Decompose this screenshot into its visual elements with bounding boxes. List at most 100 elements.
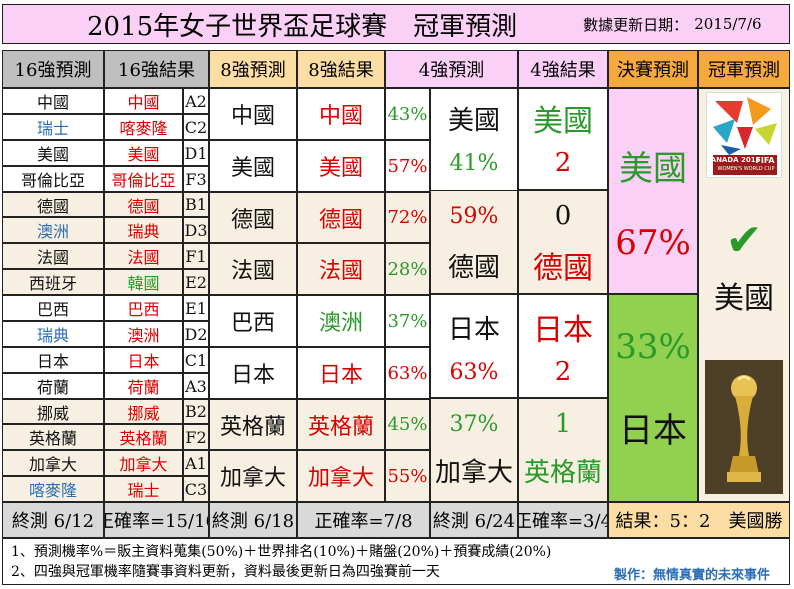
r16-pred-cell: 荷蘭: [2, 373, 104, 399]
r16-result-cell: 澳洲: [104, 321, 183, 347]
sf-2-bottom: 德國: [447, 252, 500, 283]
r16-group-code: D1: [183, 140, 209, 166]
r16-group-code: A3: [183, 373, 209, 399]
sf-result-4: [518, 398, 608, 502]
r16-result-cell: 中國: [104, 88, 183, 114]
r16-pred-cell: 加拿大: [2, 450, 104, 476]
qf-pred-cell: 巴西: [209, 295, 297, 347]
sf-result-3: [518, 294, 608, 398]
qf-pct-cell: 28%: [385, 243, 430, 295]
update-label: 數據更新日期：: [583, 15, 689, 34]
r16-result-cell: 哥倫比亞: [104, 166, 183, 192]
footer-r16-deadline: 終測 6/12: [2, 502, 104, 538]
sf-block-4: [430, 398, 518, 502]
qf-result-cell: 美國: [297, 140, 385, 192]
qf-pct-cell: 63%: [385, 347, 430, 399]
sf-4-bottom: 加拿大: [434, 457, 513, 488]
qf-pct-cell: 57%: [385, 140, 430, 192]
header-qf-pred: 8強預測: [209, 50, 297, 88]
qf-pct-cell: 72%: [385, 192, 430, 243]
sf-result-2: [518, 190, 608, 294]
r16-result-cell: 荷蘭: [104, 373, 183, 399]
r16-result-cell: 加拿大: [104, 450, 183, 476]
qf-pred-cell: 中國: [209, 88, 297, 140]
qf-result-cell: 加拿大: [297, 450, 385, 502]
r16-pred-cell: 英格蘭: [2, 424, 104, 450]
check-icon: ✔: [725, 214, 763, 266]
sf-result-2-score: 0: [554, 201, 572, 231]
note-line-2: 2、四強與冠軍機率隨賽事資料更新，資料最後更新日為四強賽前一天: [11, 563, 440, 580]
r16-pred-cell: 美國: [2, 140, 104, 166]
page-title: 2015年女子世界盃足球賽 冠軍預測: [87, 11, 518, 42]
footer-qf-deadline: 終測 6/18: [209, 502, 297, 538]
qf-pct-cell: 43%: [385, 88, 430, 140]
r16-result-cell: 挪威: [104, 399, 183, 424]
wwc-logo-sub: WOMEN'S WORLD CUP: [717, 166, 775, 172]
qf-pred-cell: 法國: [209, 243, 297, 295]
r16-result-cell: 德國: [104, 192, 183, 217]
r16-result-cell: 瑞典: [104, 217, 183, 243]
final-team-1: 美國: [619, 148, 687, 189]
title-bar: 2015年女子世界盃足球賽 冠軍預測 數據更新日期： 2015/7/6: [2, 4, 790, 44]
final-team-2: 日本: [619, 410, 687, 451]
r16-group-code: F2: [183, 424, 209, 450]
qf-pct-cell: 45%: [385, 399, 430, 450]
sf-result-3-team: 日本: [533, 313, 593, 348]
r16-result-cell: 美國: [104, 140, 183, 166]
r16-result-cell: 日本: [104, 347, 183, 373]
r16-pred-cell: 法國: [2, 243, 104, 269]
header-sf-pred: 4強預測: [385, 50, 518, 88]
header-final-pred: 決賽預測: [608, 50, 698, 88]
r16-pred-cell: 瑞士: [2, 114, 104, 140]
notes-box: 1、預測機率%＝販主資料蒐集(50%)＋世界排名(10%)＋賭盤(20%)＋預賽…: [2, 538, 790, 585]
wwc-logo-graphic: [707, 93, 781, 177]
footer-qf-accuracy: 正確率=7/8: [297, 502, 430, 538]
sf-result-1-team: 美國: [533, 104, 593, 139]
sf-3-top: 日本: [447, 314, 500, 345]
trophy-icon: [705, 360, 783, 494]
qf-result-cell: 日本: [297, 347, 385, 399]
qf-pred-cell: 美國: [209, 140, 297, 192]
r16-pred-cell: 澳洲: [2, 217, 104, 243]
qf-result-cell: 澳洲: [297, 295, 385, 347]
r16-pred-cell: 喀麥隆: [2, 476, 104, 502]
qf-pred-cell: 英格蘭: [209, 399, 297, 450]
trophy-image: [705, 360, 783, 494]
qf-result-cell: 德國: [297, 192, 385, 243]
r16-group-code: D3: [183, 217, 209, 243]
sf-result-4-score: 1: [554, 409, 572, 439]
final-block-2: [608, 294, 698, 502]
wwc-logo-org: FIFA: [755, 155, 775, 165]
r16-group-code: F3: [183, 166, 209, 192]
r16-result-cell: 巴西: [104, 295, 183, 321]
update-date: 2015/7/6: [694, 15, 762, 33]
r16-result-cell: 韓國: [104, 269, 183, 295]
footer-sf-accuracy: 正確率=3/4: [518, 502, 608, 538]
qf-result-cell: 中國: [297, 88, 385, 140]
header-sf-result: 4強結果: [518, 50, 608, 88]
footer-r16-accuracy: 正確率=15/16: [104, 502, 209, 538]
sf-1-pct: 41%: [449, 150, 499, 176]
qf-pct-cell: 37%: [385, 295, 430, 347]
champion-team: 美國: [714, 281, 774, 316]
r16-group-code: B2: [183, 399, 209, 424]
final-pct-2: 33%: [615, 327, 691, 367]
r16-pred-cell: 瑞典: [2, 321, 104, 347]
qf-pred-cell: 加拿大: [209, 450, 297, 502]
header-qf-result: 8強結果: [297, 50, 385, 88]
sf-result-1-score: 2: [554, 148, 572, 178]
sf-2-pct: 59%: [449, 203, 499, 229]
header-r16-pred: 16強預測: [2, 50, 104, 88]
r16-pred-cell: 日本: [2, 347, 104, 373]
r16-group-code: C2: [183, 114, 209, 140]
credit-text: 製作：無情真實的未來事件: [613, 567, 770, 583]
qf-result-cell: 英格蘭: [297, 399, 385, 450]
qf-pred-cell: 德國: [209, 192, 297, 243]
header-r16-result: 16強結果: [104, 50, 209, 88]
r16-pred-cell: 挪威: [2, 399, 104, 424]
final-pct-1: 67%: [615, 223, 691, 263]
sf-3-pct: 63%: [449, 359, 499, 385]
final-block-1: [608, 88, 698, 294]
r16-group-code: A1: [183, 450, 209, 476]
